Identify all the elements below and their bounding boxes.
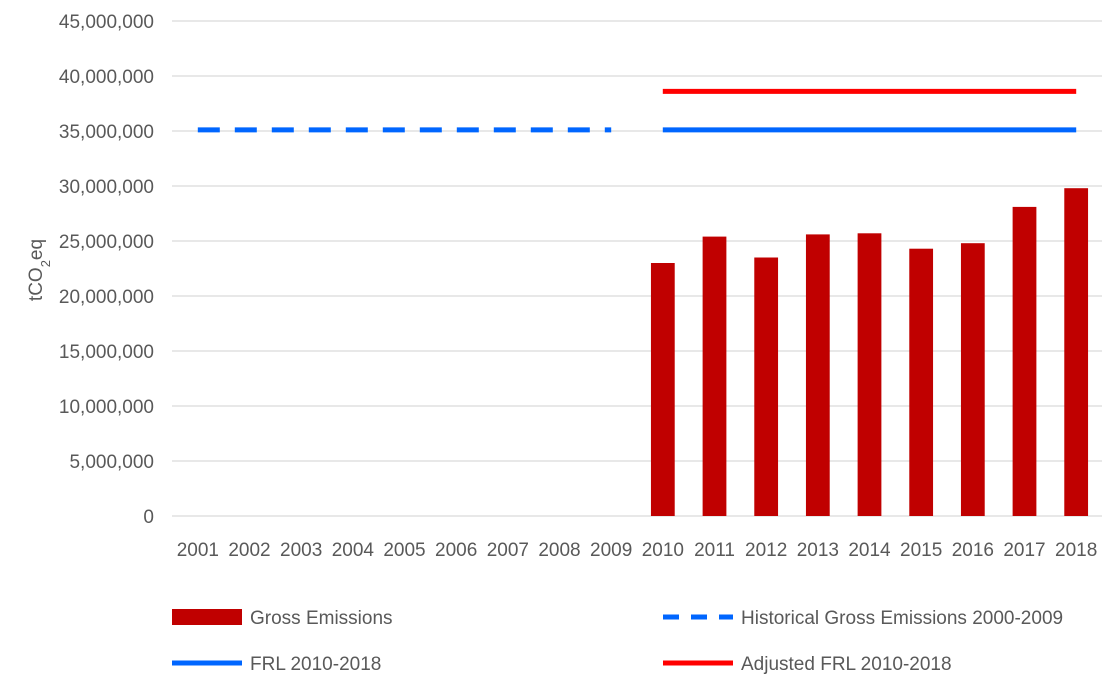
x-tick-label: 2009 — [590, 540, 632, 561]
legend-swatch — [172, 609, 242, 625]
bar — [805, 234, 830, 516]
y-tick-label: 10,000,000 — [59, 397, 154, 418]
reference-lines — [197, 88, 1077, 133]
y-tick-label: 35,000,000 — [59, 122, 154, 143]
x-tick-label: 2011 — [694, 540, 735, 561]
x-tick-label: 2012 — [745, 540, 787, 561]
x-tick-label: 2010 — [642, 540, 684, 561]
x-tick-label: 2008 — [538, 540, 580, 561]
y-tick-label: 30,000,000 — [59, 177, 154, 198]
legend: Gross Emissions Historical Gross Emission… — [172, 608, 1063, 675]
x-tick-label: 2007 — [487, 540, 529, 561]
gross-emissions-bars — [650, 188, 1089, 517]
y-axis-title-suffix: eq — [26, 239, 47, 260]
x-tick-label: 2016 — [952, 540, 994, 561]
y-tick-label: 5,000,000 — [69, 452, 154, 473]
y-tick-label: 25,000,000 — [59, 232, 154, 253]
y-tick-label: 45,000,000 — [59, 12, 154, 33]
bar — [650, 263, 675, 516]
x-tick-label: 2004 — [332, 540, 375, 561]
bar — [857, 233, 882, 517]
x-tick-label: 2014 — [848, 540, 891, 561]
y-axis-title-prefix: tCO — [26, 267, 47, 301]
x-tick-label: 2003 — [280, 540, 322, 561]
legend-label: Gross Emissions — [250, 608, 393, 629]
bar — [1012, 206, 1037, 516]
bar — [702, 236, 727, 516]
y-tick-label: 0 — [143, 507, 154, 528]
x-tick-labels: 2001 2002 2003 2004 2005 2006 2007 2008 2009 2010… — [177, 540, 1098, 561]
bar — [909, 248, 934, 516]
x-tick-label: 2006 — [435, 540, 477, 561]
gridlines — [172, 20, 1102, 517]
bar — [754, 257, 779, 516]
legend-label: FRL 2010-2018 — [250, 654, 381, 675]
x-tick-label: 2018 — [1055, 540, 1097, 561]
y-axis-title: tCO2eq — [26, 239, 53, 301]
y-tick-labels: 0 5,000,000 10,000,000 15,000,000 20,000,000… — [59, 12, 154, 528]
legend-label: Historical Gross Emissions 2000-2009 — [741, 608, 1063, 629]
x-tick-label: 2013 — [797, 540, 839, 561]
x-tick-label: 2005 — [383, 540, 425, 561]
x-tick-label: 2015 — [900, 540, 942, 561]
y-axis-title-subscript: 2 — [38, 260, 53, 267]
y-tick-label: 40,000,000 — [59, 67, 154, 88]
legend-label: Adjusted FRL 2010-2018 — [741, 654, 952, 675]
y-tick-label: 15,000,000 — [59, 342, 154, 363]
x-tick-label: 2002 — [228, 540, 270, 561]
bar — [1064, 188, 1089, 516]
y-tick-label: 20,000,000 — [59, 287, 154, 308]
x-tick-label: 2001 — [177, 540, 219, 561]
bar — [960, 243, 985, 516]
x-tick-label: 2017 — [1003, 540, 1045, 561]
